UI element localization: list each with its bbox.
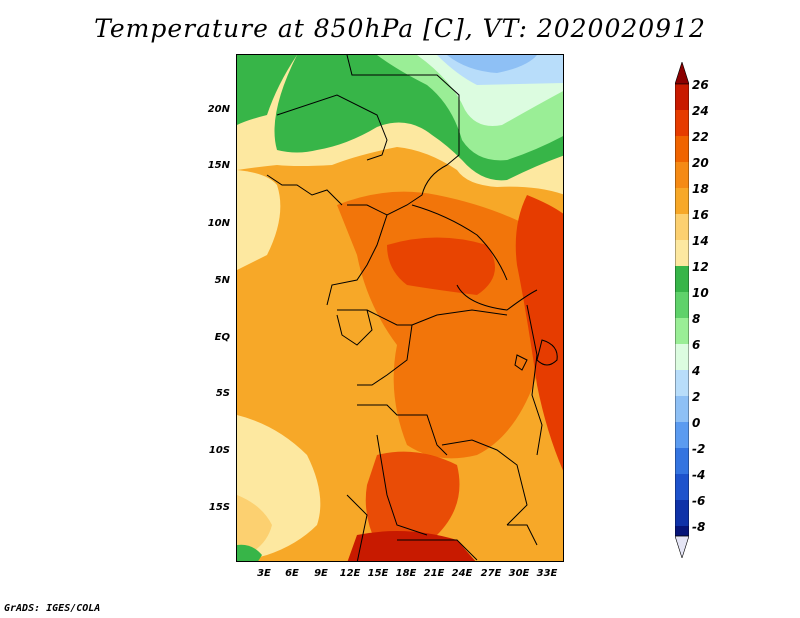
map-canvas (237, 55, 563, 561)
colorbar-swatch-1 (675, 84, 689, 110)
lat-label-15s: 15S (208, 502, 230, 513)
lat-label-20n: 20N (207, 104, 230, 115)
lat-label-15n: 15N (207, 160, 230, 171)
colorbar-label-10: 10 (692, 286, 709, 300)
colorbar-swatch-15 (675, 448, 689, 474)
map-fill-west-pale (237, 170, 281, 270)
lat-label-5n: 5N (214, 275, 230, 286)
colorbar-label-22: 22 (692, 130, 709, 144)
colorbar-label-minus8: -8 (692, 520, 706, 534)
lat-label-eq: EQ (214, 332, 230, 343)
colorbar-swatch-4 (675, 162, 689, 188)
colorbar-swatch-5 (675, 188, 689, 214)
colorbar-label-14: 14 (692, 234, 709, 248)
lon-label-12e: 12E (339, 568, 361, 579)
colorbar-label-4: 4 (692, 364, 701, 378)
lon-label-3e: 3E (257, 568, 271, 579)
colorbar-swatch-12 (675, 370, 689, 396)
lat-label-5s: 5S (215, 388, 230, 399)
lon-label-6e: 6E (285, 568, 299, 579)
grads-credit: GrADS: IGES/COLA (4, 603, 101, 614)
temperature-map (236, 54, 564, 562)
colorbar-label-minus4: -4 (692, 468, 706, 482)
colorbar-label-minus2: -2 (692, 442, 706, 456)
lon-label-24e: 24E (451, 568, 473, 579)
lat-label-10n: 10N (207, 218, 230, 229)
colorbar-label-12: 12 (692, 260, 709, 274)
lon-label-27e: 27E (480, 568, 502, 579)
lon-label-33e: 33E (536, 568, 558, 579)
colorbar-label-2: 2 (692, 390, 701, 404)
colorbar-label-8: 8 (692, 312, 701, 326)
colorbar-label-16: 16 (692, 208, 709, 222)
colorbar-swatch-10 (675, 318, 689, 344)
colorbar-swatch-8 (675, 266, 689, 292)
colorbar-label-0: 0 (692, 416, 701, 430)
map-borders (266, 55, 558, 561)
map-fill-southwest-yellow (237, 495, 272, 560)
map-fill-green-west (237, 55, 297, 125)
colorbar-swatch-11 (675, 344, 689, 370)
lon-label-9e: 9E (314, 568, 328, 579)
colorbar-swatch-17 (675, 500, 689, 526)
colorbar-label-20: 20 (692, 156, 709, 170)
colorbar-swatch-6 (675, 214, 689, 240)
colorbar-top-triangle (674, 61, 690, 85)
lon-label-30e: 30E (508, 568, 530, 579)
map-fill-sw-green (237, 544, 262, 561)
lon-label-18e: 18E (395, 568, 417, 579)
colorbar-label-26: 26 (692, 78, 709, 92)
colorbar-swatch-9 (675, 292, 689, 318)
lon-label-15e: 15E (367, 568, 389, 579)
colorbar-label-24: 24 (692, 104, 709, 118)
colorbar-swatch-13 (675, 396, 689, 422)
colorbar-bottom-triangle (674, 535, 690, 559)
colorbar-label-6: 6 (692, 338, 701, 352)
colorbar-label-minus6: -6 (692, 494, 706, 508)
colorbar-swatch-18 (675, 526, 689, 536)
colorbar-label-18: 18 (692, 182, 709, 196)
lat-label-10s: 10S (208, 445, 230, 456)
map-fill-blue (447, 55, 537, 73)
colorbar-swatch-3 (675, 136, 689, 162)
map-fill-south-red (347, 531, 476, 561)
map-fill-east-hot (515, 195, 563, 471)
plot-title: Temperature at 850hPa [C], VT: 202002091… (94, 14, 706, 43)
map-fill-central-hot (387, 237, 495, 295)
colorbar-swatch-16 (675, 474, 689, 500)
map-fill-south-hot (365, 451, 460, 549)
colorbar-swatch-14 (675, 422, 689, 448)
colorbar-svg (674, 61, 690, 559)
colorbar (674, 61, 690, 559)
lon-label-21e: 21E (423, 568, 445, 579)
colorbar-swatch-2 (675, 110, 689, 136)
colorbar-swatch-7 (675, 240, 689, 266)
